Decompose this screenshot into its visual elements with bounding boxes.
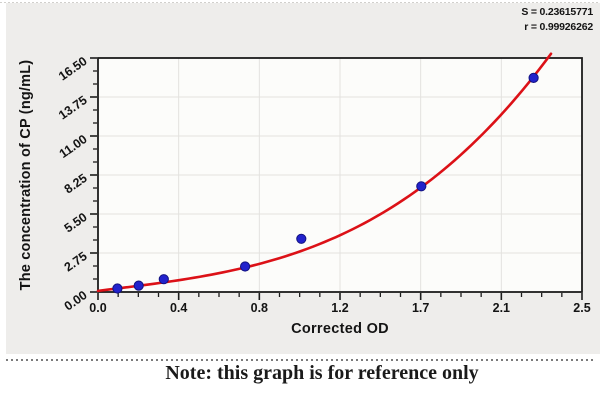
fit-curve (96, 52, 553, 293)
plot-frame (97, 57, 583, 293)
y-tick-label: 8.25 (62, 171, 90, 196)
x-tick-label: 1.2 (331, 301, 348, 315)
data-point (296, 233, 307, 244)
y-tick-label: 5.50 (62, 210, 90, 235)
x-tick-label: 2.5 (573, 301, 590, 315)
data-point (240, 261, 251, 272)
y-tick-label: 2.75 (62, 249, 90, 274)
dashed-separator-line (6, 359, 594, 361)
x-tick-label: 0.8 (251, 301, 268, 315)
x-tick-label: 2.1 (493, 301, 510, 315)
reference-note: Note: this graph is for reference only (165, 362, 479, 384)
fit-stat-s: S = 0.23615771 (521, 6, 593, 18)
data-point (528, 72, 539, 84)
data-point (158, 274, 169, 285)
data-point (112, 283, 123, 294)
y-tick-label: 11.00 (57, 132, 90, 161)
top-dotted-edge (0, 2, 600, 3)
x-tick-label: 0.0 (89, 301, 106, 315)
x-tick-label: 0.4 (170, 301, 187, 315)
y-tick-label: 13.75 (56, 93, 90, 122)
fit-stat-r: r = 0.99926262 (524, 21, 593, 33)
y-tick-label: 0.00 (62, 288, 90, 313)
y-tick-label: 16.50 (56, 54, 90, 83)
data-point (416, 181, 427, 192)
data-point (133, 280, 144, 291)
x-tick-label: 1.7 (412, 301, 429, 315)
x-axis-title: Corrected OD (291, 321, 389, 337)
fit-statistics: S = 0.23615771 r = 0.99926262 (521, 5, 593, 35)
y-axis-title: The concentration of CP (ng/mL) (18, 59, 34, 291)
